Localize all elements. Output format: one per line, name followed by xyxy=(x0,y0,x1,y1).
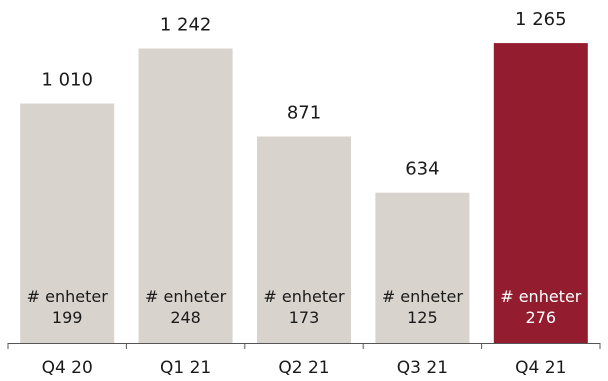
inner-count-label: 248 xyxy=(170,308,201,327)
inner-label-text: # enheter xyxy=(382,287,464,306)
inner-label-text: # enheter xyxy=(27,287,109,306)
value-label: 1 265 xyxy=(515,9,567,30)
bars-layer xyxy=(20,43,588,343)
labels-layer: 1 010 # enheter 199 1 242 # enheter 248 871 # e… xyxy=(27,9,582,327)
inner-count-label: 125 xyxy=(407,308,438,327)
x-tick-label: Q3 21 xyxy=(397,358,448,378)
bar-q1-21 xyxy=(138,48,233,343)
bar-q2-21 xyxy=(257,136,351,343)
bar-q4-20 xyxy=(20,103,115,343)
x-tick-label: Q2 21 xyxy=(278,358,329,378)
inner-count-label: 276 xyxy=(526,308,557,327)
x-tick-label: Q4 20 xyxy=(42,358,93,378)
value-label: 1 010 xyxy=(41,70,93,91)
inner-label-text: # enheter xyxy=(145,287,227,306)
value-label: 871 xyxy=(287,103,321,124)
x-tick-label: Q4 21 xyxy=(515,358,566,378)
value-label: 1 242 xyxy=(160,15,212,36)
inner-count-label: 173 xyxy=(289,308,320,327)
inner-label-text: # enheter xyxy=(263,287,345,306)
value-label: 634 xyxy=(405,159,439,180)
bar-q3-21 xyxy=(375,192,470,343)
x-tick-label: Q1 21 xyxy=(160,358,211,378)
inner-count-label: 199 xyxy=(52,308,83,327)
inner-label-text: # enheter xyxy=(500,287,582,306)
axis-layer: Q4 20 Q1 21 Q2 21 Q3 21 Q4 21 xyxy=(7,343,601,378)
bar-q4-21 xyxy=(493,43,588,343)
